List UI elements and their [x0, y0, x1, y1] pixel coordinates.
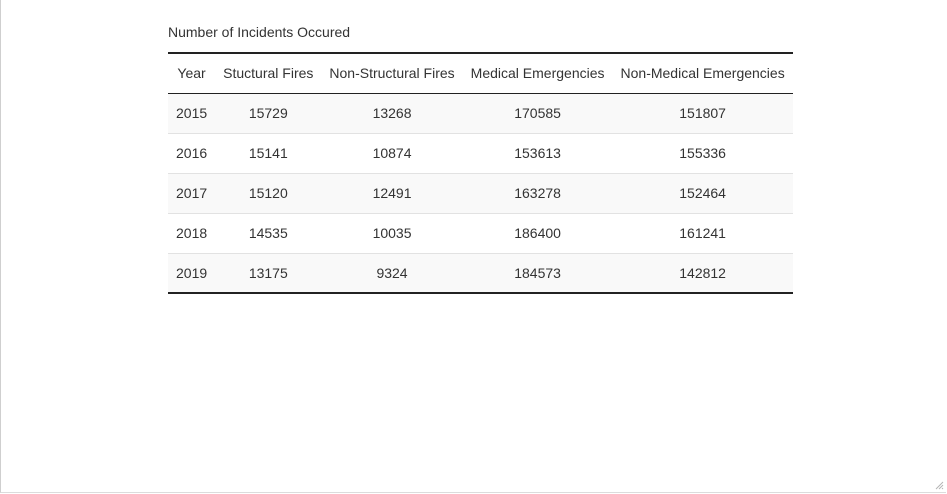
- table-body: 2015 15729 13268 170585 151807 2016 1514…: [168, 93, 793, 293]
- table-row: 2018 14535 10035 186400 161241: [168, 213, 793, 253]
- cell-non-structural-fires: 10874: [372, 145, 412, 161]
- table-row: 2016 15141 10874 153613 155336: [168, 133, 793, 173]
- header-row: Year Stuctural Fires Non-Structural Fire…: [168, 53, 793, 93]
- header-non-structural-fires: Non-Structural Fires: [329, 65, 455, 82]
- cell-year: 2015: [176, 105, 208, 121]
- table-row: 2019 13175 9324 184573 142812: [168, 253, 793, 293]
- cell-structural-fires: 13175: [248, 264, 288, 281]
- table-caption: Number of Incidents Occured: [168, 24, 351, 40]
- cell-non-structural-fires: 10035: [372, 225, 412, 241]
- cell-structural-fires: 14535: [248, 225, 288, 241]
- cell-structural-fires: 15120: [248, 185, 288, 201]
- cell-structural-fires: 15141: [248, 145, 288, 161]
- cell-year: 2017: [176, 185, 208, 201]
- header-non-medical-emergencies: Non-Medical Emergencies: [620, 65, 785, 82]
- cell-non-medical-emergencies: 151807: [679, 105, 726, 121]
- cell-year: 2019: [176, 264, 208, 281]
- header-year: Year: [177, 65, 206, 82]
- cell-medical-emergencies: 184573: [514, 264, 561, 281]
- incidents-table: Year Stuctural Fires Non-Structural Fire…: [168, 52, 793, 294]
- resize-grip-icon[interactable]: [934, 480, 944, 490]
- cell-year: 2016: [176, 145, 208, 161]
- cell-non-structural-fires: 13268: [372, 105, 412, 121]
- cell-medical-emergencies: 170585: [514, 105, 561, 121]
- table-header: Year Stuctural Fires Non-Structural Fire…: [168, 53, 793, 93]
- cell-structural-fires: 15729: [248, 105, 288, 121]
- header-medical-emergencies: Medical Emergencies: [470, 65, 605, 82]
- cell-year: 2018: [176, 225, 208, 241]
- cell-non-medical-emergencies: 152464: [679, 185, 726, 201]
- cell-medical-emergencies: 186400: [514, 225, 561, 241]
- cell-non-medical-emergencies: 155336: [679, 145, 726, 161]
- cell-non-medical-emergencies: 161241: [679, 225, 726, 241]
- header-structural-fires: Stuctural Fires: [223, 65, 314, 82]
- cell-non-structural-fires: 12491: [372, 185, 412, 201]
- cell-medical-emergencies: 163278: [514, 185, 561, 201]
- cell-non-structural-fires: 9324: [376, 264, 408, 281]
- cell-medical-emergencies: 153613: [514, 145, 561, 161]
- table-row: 2017 15120 12491 163278 152464: [168, 173, 793, 213]
- cell-non-medical-emergencies: 142812: [679, 264, 726, 281]
- table-row: 2015 15729 13268 170585 151807: [168, 93, 793, 133]
